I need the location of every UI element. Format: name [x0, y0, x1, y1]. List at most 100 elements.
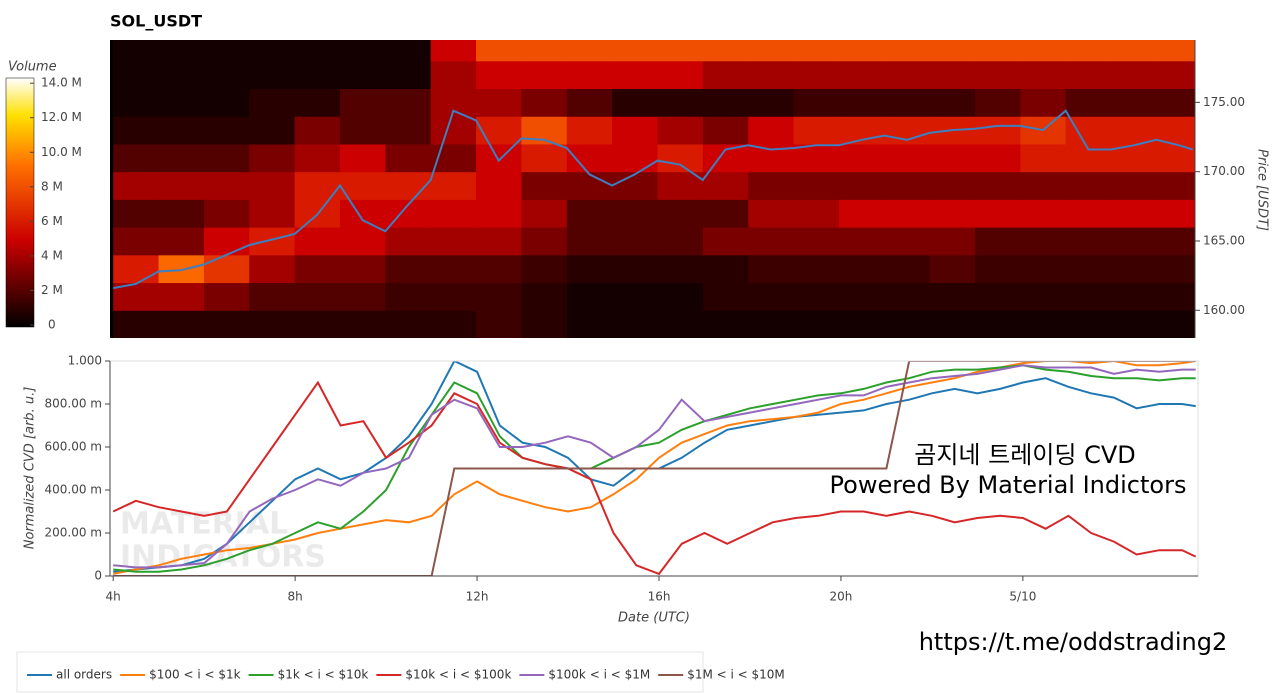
heatmap-cell [113, 227, 160, 256]
colorbar-tick-label: 12.0 M [41, 110, 82, 124]
heatmap-cell [249, 310, 296, 338]
heatmap-cell [1156, 116, 1195, 145]
heatmap-cell [521, 254, 568, 284]
heatmap-cell [249, 227, 296, 256]
heatmap-cell [657, 199, 704, 228]
heatmap-cell [476, 171, 522, 200]
heatmap-cell [838, 282, 885, 311]
heatmap-cell [793, 143, 840, 173]
heatmap-cell [1156, 88, 1195, 117]
heatmap-cell [566, 88, 613, 117]
heatmap-cell [612, 60, 658, 90]
heatmap-cell [566, 143, 613, 173]
heatmap-cell [838, 227, 885, 256]
heatmap-cell [339, 199, 386, 228]
heatmap-cell [793, 199, 840, 228]
heatmap-cell [566, 254, 613, 284]
heatmap-cell [385, 310, 432, 338]
legend-box [16, 651, 704, 693]
heatmap-cell [294, 116, 341, 145]
heatmap-cell [203, 227, 250, 256]
heatmap-cell [884, 199, 931, 228]
heatmap-cell [385, 254, 432, 284]
heatmap-cell [203, 171, 250, 200]
heatmap-cell [249, 40, 296, 62]
heatmap-cell [929, 88, 976, 117]
colorbar-tick-label: 8 M [41, 179, 63, 193]
heatmap-cell [385, 227, 432, 256]
heatmap-cell [476, 88, 522, 117]
heatmap-cell [838, 88, 885, 117]
heatmap-cell [838, 143, 885, 173]
heatmap-cell [385, 282, 432, 311]
heatmap-cell [1065, 254, 1112, 284]
y-axis-label: Normalized CVD [arb. u.] [23, 387, 38, 550]
heatmap-cell [476, 254, 522, 284]
heatmap-cell [657, 40, 704, 62]
heatmap-cell [113, 199, 160, 228]
heatmap-cell [702, 60, 749, 90]
heatmap-cell [838, 310, 885, 338]
heatmap-cell [702, 171, 749, 200]
heatmap-cell [566, 171, 613, 200]
heatmap-cell [476, 143, 522, 173]
heatmap-cell [1156, 282, 1195, 311]
y-tick-label: 0 [94, 569, 102, 583]
heatmap-cell [793, 40, 840, 62]
heatmap-cell [612, 40, 658, 62]
heatmap-cell [748, 199, 795, 228]
y-tick-label: 175.00 [1203, 95, 1245, 109]
heatmap-cell [566, 199, 613, 228]
cvd-line [113, 364, 1196, 569]
heatmap-cell [339, 40, 386, 62]
heatmap-cell [203, 116, 250, 145]
heatmap-cell [158, 282, 205, 311]
legend-label: $1M < i < $10M [687, 668, 785, 682]
heatmap-cell [158, 40, 205, 62]
heatmap-cell [1156, 227, 1195, 256]
heatmap-cell [929, 199, 976, 228]
heatmap-cell [975, 171, 1021, 200]
heatmap-cell [612, 143, 658, 173]
heatmap-cell [430, 310, 477, 338]
y-tick-label: 160.00 [1203, 303, 1245, 317]
heatmap-cell [1065, 227, 1112, 256]
heatmap-cell [748, 254, 795, 284]
heatmap-cell [476, 227, 522, 256]
heatmap-cell [702, 143, 749, 173]
heatmap-cell [975, 227, 1021, 256]
heatmap-cell [884, 88, 931, 117]
colorbar-tick-label: 14.0 M [41, 76, 82, 90]
heatmap-cell [1065, 199, 1112, 228]
heatmap-cell [339, 310, 386, 338]
heatmap-cell [702, 227, 749, 256]
heatmap-cell [838, 60, 885, 90]
x-tick-label: 8h [287, 590, 302, 604]
heatmap-cell [1020, 88, 1067, 117]
heatmap-cell [838, 254, 885, 284]
heatmap-cell [1156, 310, 1195, 338]
heatmap-cell [748, 171, 795, 200]
heatmap-cell [612, 88, 658, 117]
heatmap-cell [657, 310, 704, 338]
y-tick-label: 600.00 m [45, 440, 103, 454]
heatmap-cell [385, 116, 432, 145]
heatmap-cell [158, 60, 205, 90]
heatmap-cell [430, 171, 477, 200]
heatmap-cell [612, 171, 658, 200]
heatmap-cell [430, 282, 477, 311]
heatmap-cell [566, 227, 613, 256]
heatmap-cell [430, 199, 477, 228]
heatmap-cell [929, 282, 976, 311]
heatmap-cell [702, 199, 749, 228]
heatmap-cell [1020, 143, 1067, 173]
heatmap-cell [838, 171, 885, 200]
legend-label: $10k < i < $100k [405, 668, 511, 682]
colorbar-tick-label: 2 M [41, 283, 63, 297]
heatmap-cell [793, 254, 840, 284]
heatmap-cell [521, 88, 568, 117]
heatmap-cell [521, 227, 568, 256]
heatmap-cell [793, 282, 840, 311]
heatmap-cell [203, 60, 250, 90]
heatmap-cell [476, 282, 522, 311]
